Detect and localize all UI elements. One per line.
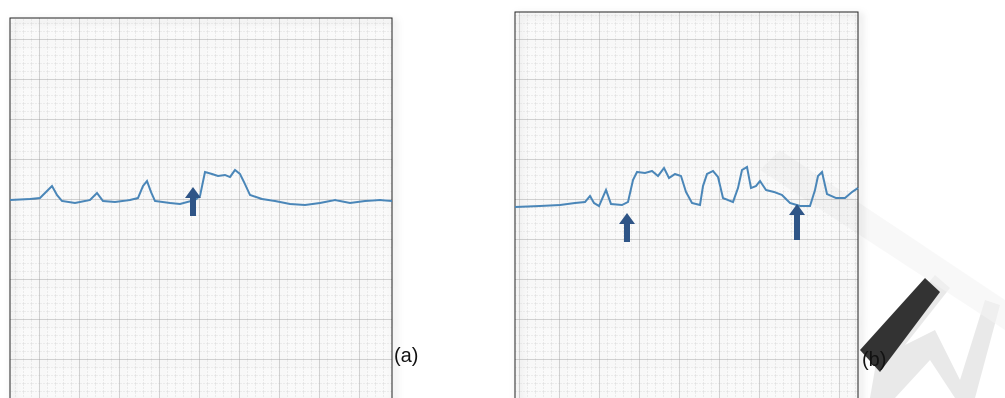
panel-label: (b) <box>862 349 886 371</box>
panel-a <box>10 18 392 398</box>
figure-canvas: (a) (b) <box>0 0 1005 398</box>
figure: (a) (b) <box>0 0 1005 398</box>
grid-paper-top <box>10 18 392 398</box>
panel-b <box>515 12 858 398</box>
panel-label: (a) <box>394 345 418 367</box>
